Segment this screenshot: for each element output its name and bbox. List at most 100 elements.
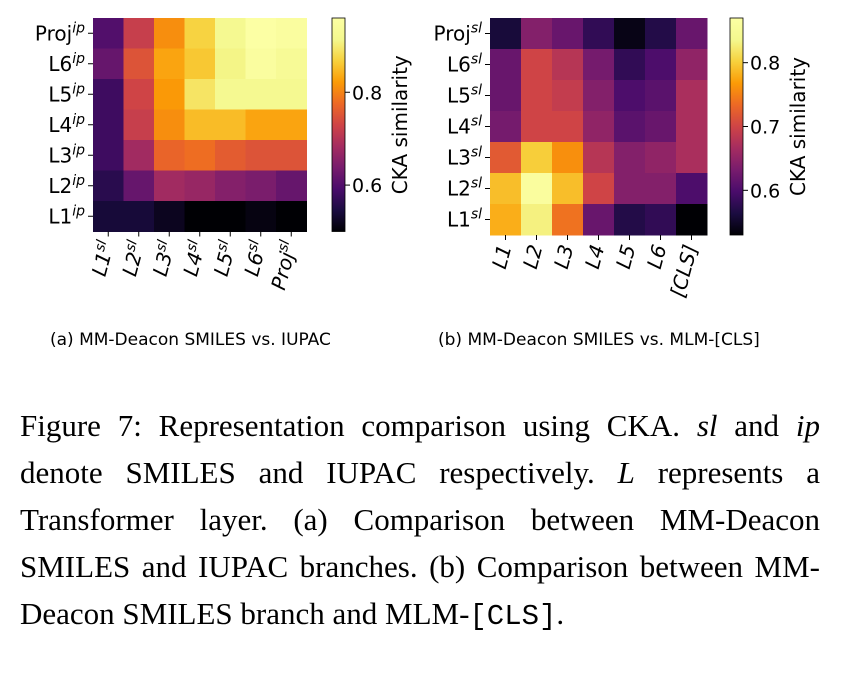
heatmap-cell (645, 49, 677, 81)
colorbar (729, 17, 744, 236)
x-tick-label: L4sl (177, 238, 210, 278)
heatmap-cell (154, 18, 185, 49)
heatmap-cell (245, 18, 277, 49)
heatmap-cell (614, 142, 646, 174)
figure-caption: Figure 7: Representation comparison usin… (20, 402, 820, 640)
heatmap-cell (645, 18, 677, 50)
heatmap-cell (276, 170, 307, 202)
heatmap-cell (154, 140, 185, 171)
caption-cls: [CLS] (469, 600, 557, 633)
y-tick-label: Projip (35, 20, 85, 45)
y-tick-label: L1ip (48, 203, 85, 228)
x-tick-label: L4 (580, 242, 609, 271)
heatmap-cell (184, 109, 216, 141)
y-tick-label: L3ip (48, 142, 85, 167)
heatmap-cell (215, 79, 246, 110)
heatmap-cell (552, 204, 584, 236)
heatmap-cell (154, 79, 185, 110)
heatmap-panel-a: Projip L6ip L5ip L4ip L3ip L2ip L1ipL1slL2slL3… (35, 17, 412, 292)
heatmap-cell (154, 109, 185, 141)
heatmap-cell (521, 49, 553, 81)
heatmap-cell (276, 201, 307, 232)
heatmap-cell (490, 111, 522, 143)
colorbar-tick-label: 0.8 (352, 82, 382, 104)
heatmap-cell (645, 204, 677, 236)
x-tick-label: L3 (549, 242, 578, 271)
subcaption-b: (b) MM-Deacon SMILES vs. MLM-[CLS] (438, 330, 760, 350)
heatmap-cell (583, 18, 615, 50)
y-tick-label: L2sl (447, 176, 482, 201)
x-tick-label: L1 (487, 242, 516, 271)
y-tick-label: L5ip (48, 81, 85, 106)
heatmap-cell (521, 111, 553, 143)
heatmap-cell (123, 140, 155, 171)
y-tick-label: L1sl (447, 207, 482, 232)
y-tick-label: L4ip (48, 112, 85, 137)
heatmap-cell (123, 109, 155, 141)
heatmap-cell (490, 18, 522, 50)
heatmap-cell (215, 170, 246, 202)
heatmap-cell (614, 204, 646, 236)
heatmap-cell (123, 48, 155, 80)
heatmap-cell (184, 48, 216, 80)
heatmap-cell (93, 79, 124, 110)
caption-L: L (617, 455, 635, 490)
heatmap-cell (521, 142, 553, 174)
colorbar-label: CKA similarity (388, 55, 412, 194)
heatmap-cell (276, 18, 307, 49)
heatmap-cell (245, 170, 277, 202)
heatmap-cell (552, 173, 584, 205)
heatmap-cell (583, 111, 615, 143)
caption-text-2: and (717, 408, 796, 443)
heatmap-cell (184, 79, 216, 110)
heatmap-cell (93, 109, 124, 141)
heatmap-cell (93, 140, 124, 171)
heatmap-cell (184, 18, 216, 49)
caption-text-4: represents a Transformer layer. (a) Comp… (20, 455, 820, 631)
caption-text-5: . (556, 596, 565, 631)
heatmap-cell (552, 111, 584, 143)
heatmap-cell (215, 48, 246, 80)
figure-panels: ProjipL6ipL5ipL4ipL3ipL2ipL1ipL1slL2slL3… (35, 17, 810, 350)
heatmap-cell (123, 201, 155, 232)
heatmap-cell (614, 173, 646, 205)
heatmap-cell (614, 18, 646, 50)
heatmap-cell (215, 109, 246, 141)
heatmap-cell (552, 49, 584, 81)
heatmap-cell (676, 18, 708, 50)
x-tick-label: L2 (518, 242, 547, 271)
heatmap-cell (490, 173, 522, 205)
heatmap-cell (583, 173, 615, 205)
heatmap-cell (276, 48, 307, 80)
heatmap-cell (93, 170, 124, 202)
heatmap-cell (245, 201, 277, 232)
colorbar (331, 17, 346, 232)
heatmap-cell (614, 80, 646, 112)
y-tick-label: L2ip (48, 173, 85, 198)
heatmap-cell (245, 140, 277, 171)
heatmap-cell (93, 18, 124, 49)
y-tick-label: L6ip (48, 51, 85, 76)
heatmap-cell (123, 170, 155, 202)
heatmap-cell (276, 140, 307, 171)
colorbar-label: CKA similarity (786, 57, 810, 196)
heatmap-cell (490, 80, 522, 112)
y-tick-label: Projsl (434, 21, 483, 46)
heatmap-cell (676, 204, 708, 236)
x-tick-label: L6 (642, 242, 671, 271)
y-tick-label: L4sl (447, 114, 482, 139)
x-tick-label: Projsl (265, 238, 302, 292)
caption-text-3: denote SMILES and IUPAC respectively. (20, 455, 618, 490)
heatmap-cell (184, 140, 216, 171)
x-tick-label: L5sl (208, 238, 241, 278)
heatmap-cell (614, 49, 646, 81)
heatmap-cell (552, 80, 584, 112)
heatmap-cell (276, 109, 307, 141)
caption-label: Figure 7: (20, 408, 142, 443)
x-tick-label: L1sl (86, 238, 119, 278)
heatmap-cell (676, 111, 708, 143)
colorbar-tick-label: 0.7 (750, 117, 780, 139)
heatmap-cell (215, 201, 246, 232)
heatmap-cell (521, 204, 553, 236)
heatmap-cell (521, 18, 553, 50)
